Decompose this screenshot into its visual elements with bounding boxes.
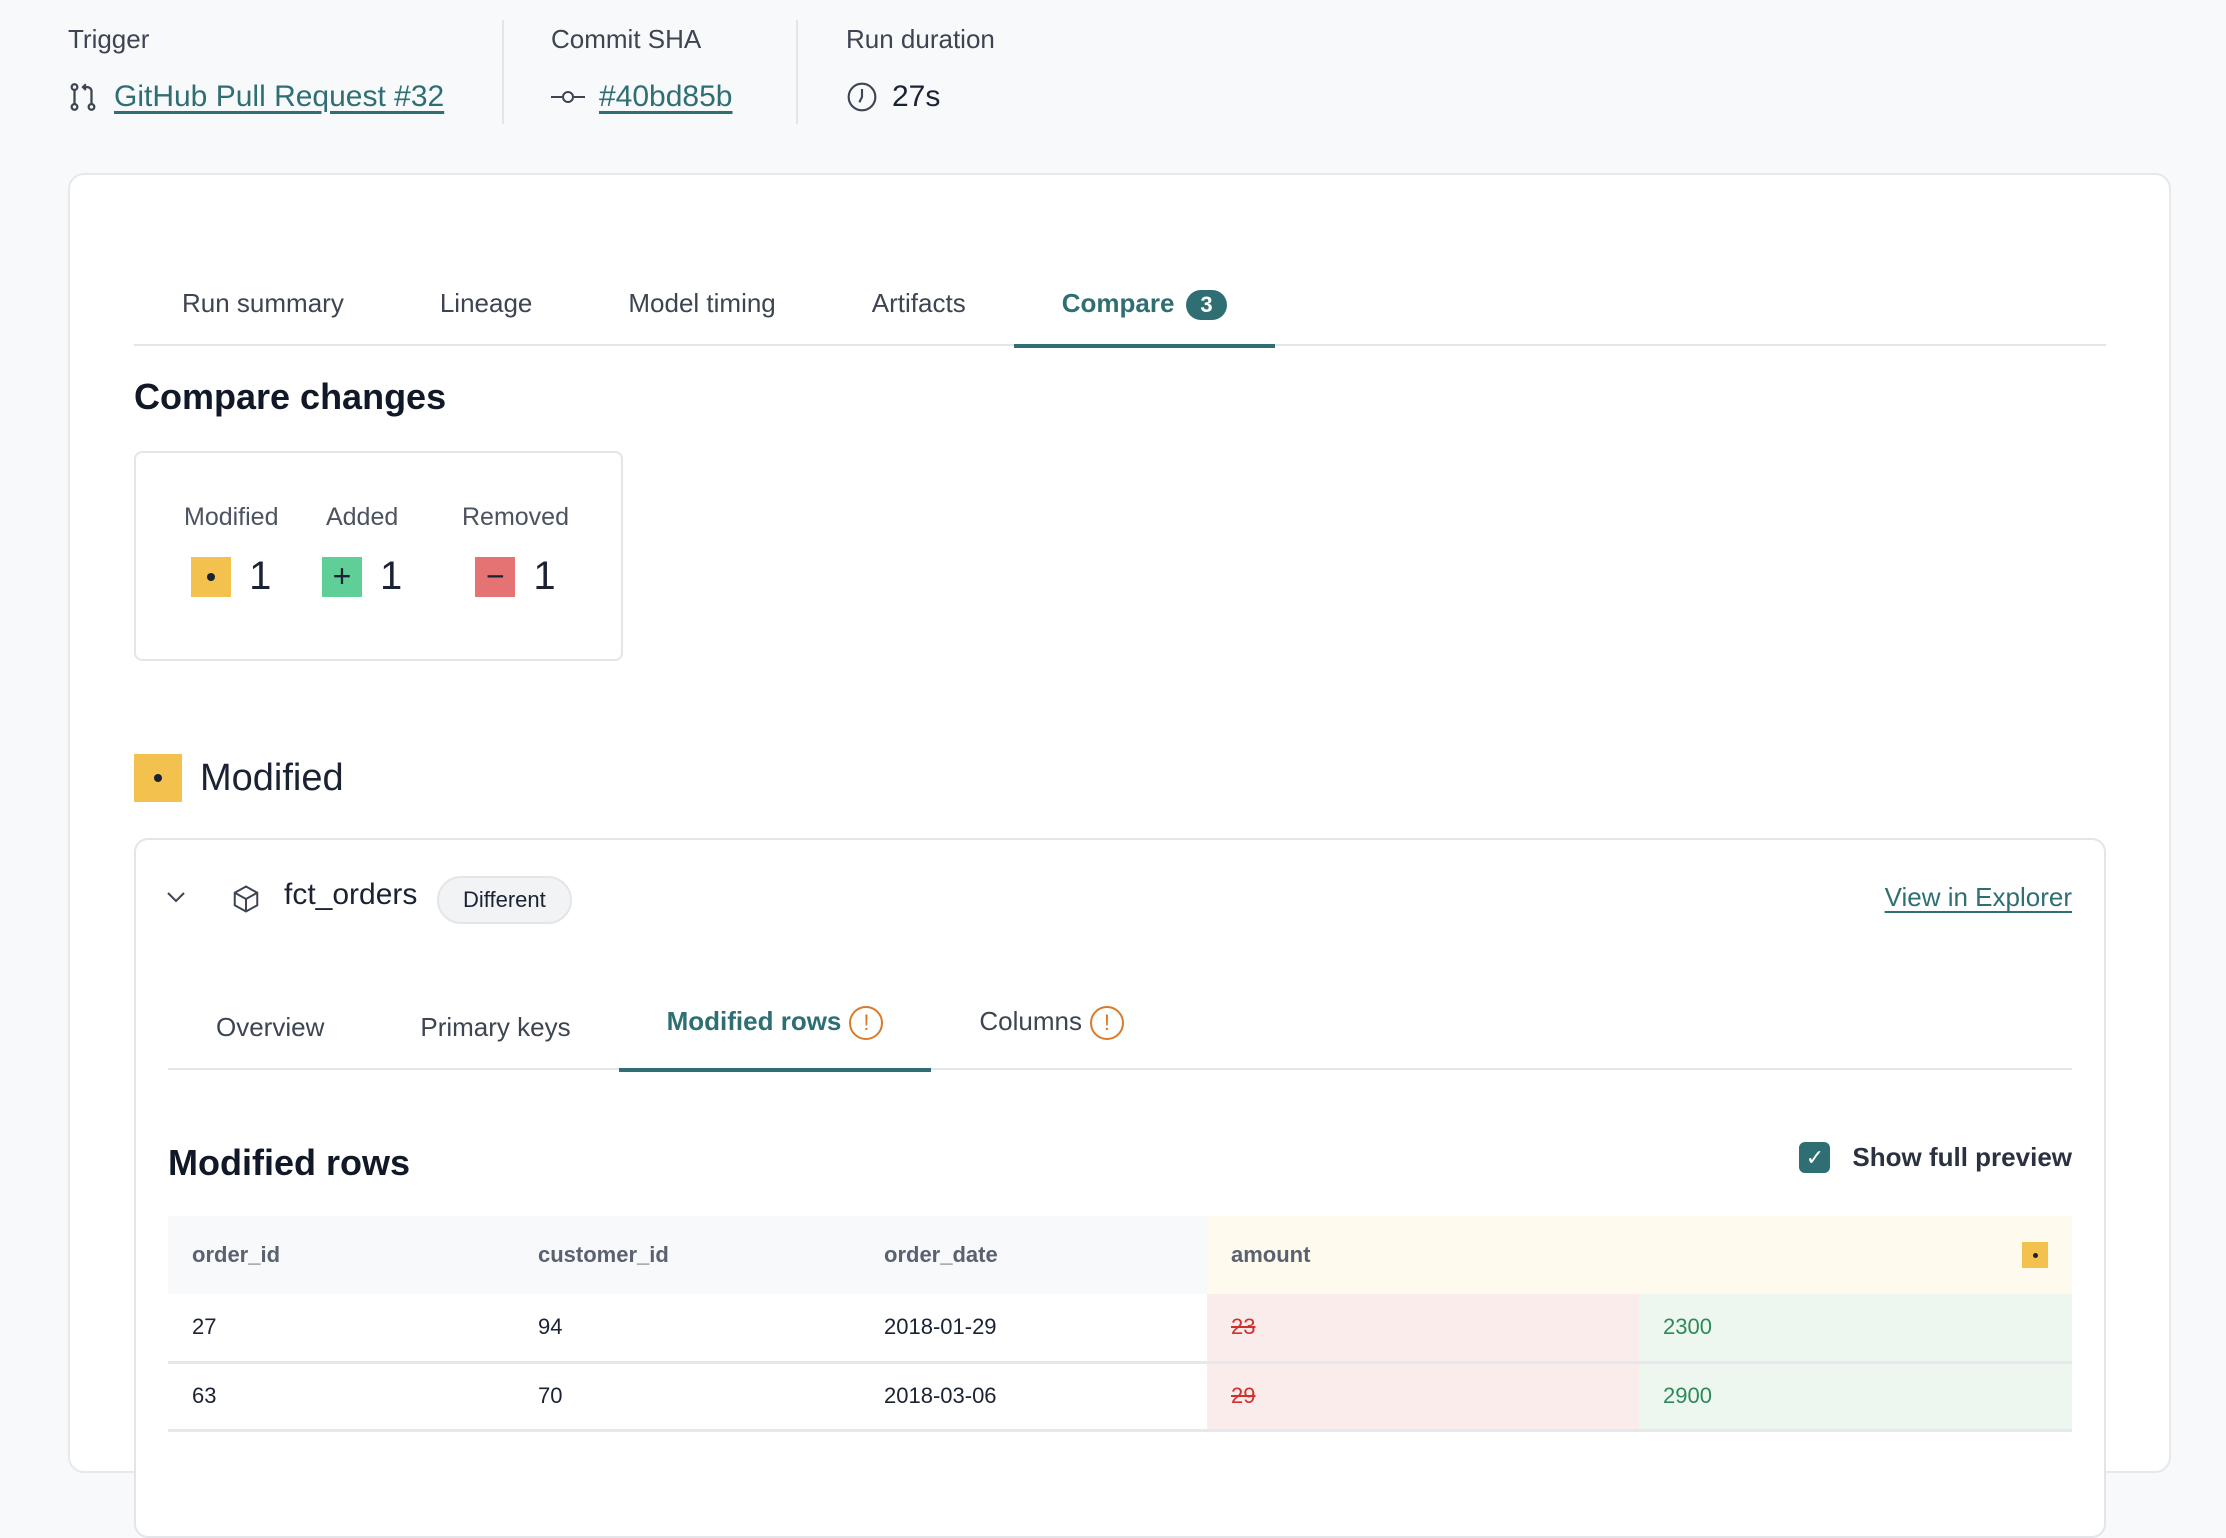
table-row: 27 94 2018-01-29 23 2300 (168, 1294, 2072, 1364)
table-row: 63 70 2018-03-06 29 2900 (168, 1362, 2072, 1432)
cell-new-value: 2300 (1639, 1294, 2072, 1364)
trigger-label: Trigger (68, 24, 150, 54)
clock-icon (847, 82, 877, 112)
run-tabs: Run summary Lineage Model timing Artifac… (134, 270, 2106, 348)
tab-model-timing[interactable]: Model timing (628, 288, 776, 318)
view-in-explorer-link[interactable]: View in Explorer (1884, 882, 2072, 912)
tab-label: Modified rows (666, 1006, 842, 1036)
tab-label: Columns (979, 1006, 1082, 1036)
page-title: Compare changes (134, 376, 447, 417)
model-subtabs: Overview Primary keys Modified rows! Col… (168, 994, 2072, 1072)
summary-label: Modified (184, 503, 279, 531)
model-name[interactable]: fct_orders (284, 878, 418, 911)
commit-value: #40bd85b (551, 80, 732, 114)
duration-text: 27s (892, 80, 941, 113)
modified-rows-table: order_id customer_id order_date amount 2… (168, 1216, 2072, 1432)
warning-icon: ! (1089, 1006, 1124, 1041)
cell: 27 (168, 1294, 514, 1364)
summary-label: Added (325, 503, 399, 531)
cell: 94 (514, 1294, 860, 1364)
subtab-overview[interactable]: Overview (216, 1012, 325, 1042)
modified-rows-title: Modified rows (168, 1142, 410, 1183)
summary-value: 1 (380, 554, 403, 598)
cell: 2018-01-29 (860, 1294, 1207, 1364)
tab-lineage[interactable]: Lineage (439, 288, 533, 318)
column-header: order_id (168, 1216, 514, 1294)
table-header: order_id customer_id order_date amount (168, 1216, 2072, 1294)
cell-new-value: 2900 (1639, 1362, 2072, 1432)
commit-link[interactable]: #40bd85b (599, 80, 733, 113)
minus-icon: − (475, 556, 516, 597)
tab-run-summary[interactable]: Run summary (182, 288, 344, 318)
checkbox-checked-icon[interactable]: ✓ (1799, 1142, 1831, 1173)
cell: 63 (168, 1362, 514, 1432)
tab-label: Compare (1061, 288, 1175, 318)
summary-modified: Modified 1 (184, 503, 279, 599)
git-commit-icon (551, 91, 585, 103)
modified-icon (2022, 1242, 2048, 1268)
summary-value: 1 (533, 554, 556, 598)
plus-icon: + (322, 556, 362, 597)
subtab-primary-keys[interactable]: Primary keys (420, 1012, 571, 1042)
status-badge: Different (437, 876, 572, 924)
modified-section-header: Modified (134, 754, 344, 802)
tab-artifacts[interactable]: Artifacts (871, 288, 966, 318)
column-header-amount: amount (1207, 1216, 2072, 1294)
summary-label: Removed (462, 503, 569, 531)
cell: 2018-03-06 (860, 1362, 1207, 1432)
duration-value: 27s (846, 80, 940, 114)
change-summary: Modified 1 Added +1 Removed −1 (134, 451, 623, 661)
commit-label: Commit SHA (551, 24, 702, 54)
section-title: Modified (200, 756, 344, 799)
subtab-modified-rows[interactable]: Modified rows! (618, 994, 932, 1072)
tab-compare[interactable]: Compare 3 (1013, 270, 1275, 348)
divider (796, 20, 798, 124)
chevron-down-icon[interactable] (166, 890, 186, 904)
trigger-value: GitHub Pull Request #32 (66, 80, 444, 114)
subtab-columns[interactable]: Columns! (931, 994, 1172, 1070)
trigger-link[interactable]: GitHub Pull Request #32 (114, 80, 445, 113)
warning-icon: ! (849, 1006, 884, 1041)
model-card (134, 838, 2106, 1538)
git-pull-request-icon (70, 83, 96, 111)
summary-removed: Removed −1 (462, 503, 569, 599)
column-header: customer_id (514, 1216, 860, 1294)
column-header: order_date (860, 1216, 1207, 1294)
show-full-preview[interactable]: ✓ Show full preview (1799, 1142, 2072, 1173)
checkbox-label: Show full preview (1852, 1142, 2072, 1172)
modified-icon (134, 754, 182, 802)
summary-value: 1 (249, 554, 272, 598)
column-label: amount (1231, 1242, 1311, 1267)
cell-old-value: 29 (1207, 1362, 1639, 1432)
cell-old-value: 23 (1207, 1294, 1639, 1364)
cube-icon (233, 885, 259, 913)
duration-label: Run duration (846, 24, 995, 54)
divider (502, 20, 504, 124)
count-badge: 3 (1186, 290, 1227, 320)
summary-added: Added +1 (322, 503, 402, 599)
cell: 70 (514, 1362, 860, 1432)
modified-icon (191, 556, 232, 597)
